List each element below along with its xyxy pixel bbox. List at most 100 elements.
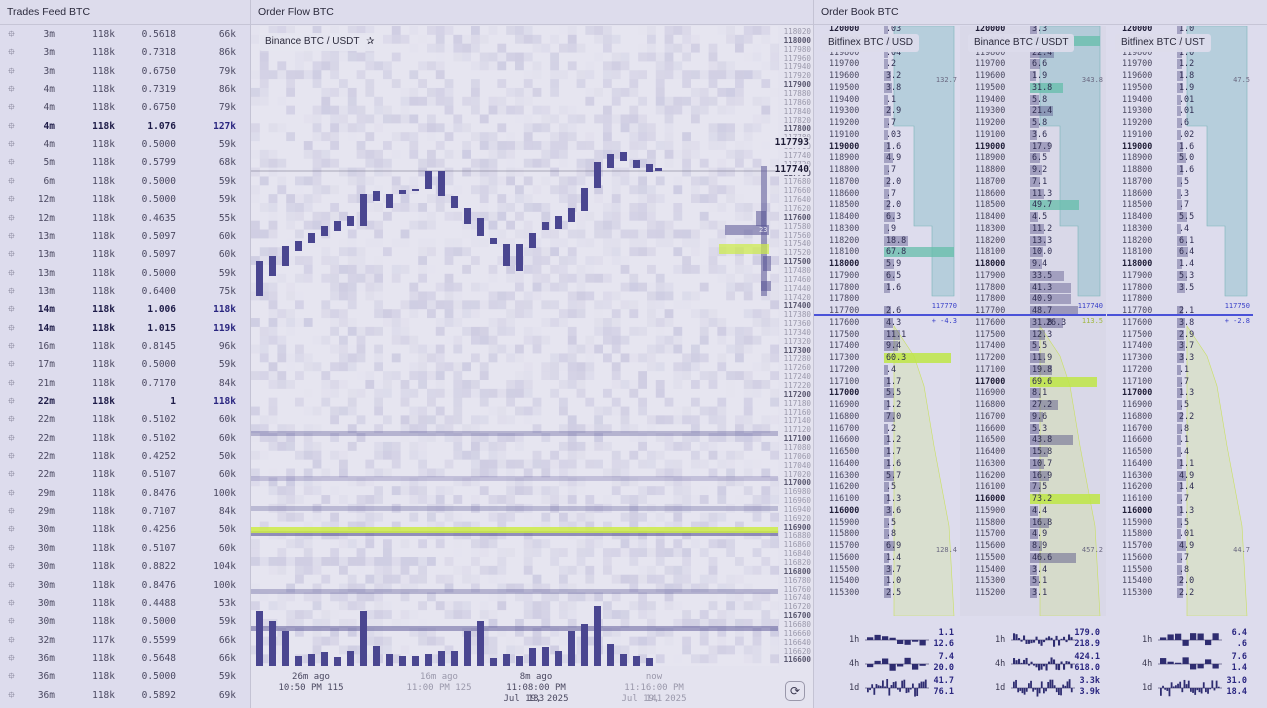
order-book-row[interactable]: 117800: [814, 293, 960, 305]
order-book-row[interactable]: 117600 3.8: [1107, 317, 1253, 329]
order-book-row[interactable]: 117300 3.3: [1107, 352, 1253, 364]
order-book-row[interactable]: 118900 5.0: [1107, 152, 1253, 164]
order-book-row[interactable]: 118600.7: [814, 188, 960, 200]
order-book-row[interactable]: 118300.4: [1107, 223, 1253, 235]
order-book-row[interactable]: 118200 6.1: [1107, 235, 1253, 247]
trade-row[interactable]: ⯐ 13m 118k 0.5097 60k: [0, 228, 250, 246]
order-book-row[interactable]: 119400.1: [814, 94, 960, 106]
order-book-row[interactable]: 115700 4.9: [960, 528, 1106, 540]
order-book-row[interactable]: 116000 1.3: [1107, 505, 1253, 517]
trade-row[interactable]: ⯐ 3m 118k 0.6750 79k: [0, 63, 250, 81]
order-book-row[interactable]: 118100 10.0: [960, 246, 1106, 258]
order-book-row[interactable]: 116700.8: [1107, 423, 1253, 435]
order-book-row[interactable]: 120000 1.0: [1107, 26, 1253, 35]
order-book-row[interactable]: 119200 5.8: [960, 117, 1106, 129]
order-book-row[interactable]: 119300.01: [1107, 105, 1253, 117]
order-book-row[interactable]: 117800: [1107, 293, 1253, 305]
order-book-row[interactable]: 118300 11.2: [960, 223, 1106, 235]
order-book-row[interactable]: 117600 31.8: [960, 317, 1106, 329]
trade-row[interactable]: ⯐ 30m 118k 0.5107 60k: [0, 540, 250, 558]
order-book-row[interactable]: 119700 1.2: [1107, 58, 1253, 70]
order-book-row[interactable]: 116400 15.8: [960, 446, 1106, 458]
order-book-row[interactable]: 116400 1.6: [814, 458, 960, 470]
trade-row[interactable]: ⯐ 4m 118k 1.076 127k: [0, 118, 250, 136]
order-book-row[interactable]: 120000.03: [814, 26, 960, 35]
order-book-row[interactable]: 117800 41.3: [960, 282, 1106, 294]
trade-row[interactable]: ⯐ 3m 118k 0.7318 86k: [0, 44, 250, 62]
order-book-row[interactable]: 117000 1.3: [1107, 387, 1253, 399]
order-book-row[interactable]: 118300.9: [814, 223, 960, 235]
trade-row[interactable]: ⯐ 30m 118k 0.8822 104k: [0, 558, 250, 576]
order-book-row[interactable]: 118400 6.3: [814, 211, 960, 223]
refresh-icon[interactable]: ⟳: [785, 681, 805, 701]
order-book-row[interactable]: 115600 1.4: [814, 552, 960, 564]
order-book-row[interactable]: 118200 13.3: [960, 235, 1106, 247]
order-book-row[interactable]: 118000 1.4: [1107, 258, 1253, 270]
order-book-row[interactable]: 117900 5.3: [1107, 270, 1253, 282]
trade-row[interactable]: ⯐ 22m 118k 0.5102 60k: [0, 411, 250, 429]
order-book-row[interactable]: 116600.1: [1107, 434, 1253, 446]
order-book-row[interactable]: 116300 4.9: [1107, 470, 1253, 482]
order-book-row[interactable]: 117200 11.9: [960, 352, 1106, 364]
order-book-row[interactable]: 115500.8: [1107, 564, 1253, 576]
order-book-row[interactable]: 119700.2: [814, 58, 960, 70]
trade-row[interactable]: ⯐ 22m 118k 0.5107 60k: [0, 466, 250, 484]
order-book-row[interactable]: 116500 43.8: [960, 434, 1106, 446]
order-book-row[interactable]: 116800 7.0: [814, 411, 960, 423]
order-book-row[interactable]: 117000 5.5: [814, 387, 960, 399]
trade-row[interactable]: ⯐ 30m 118k 0.4256 50k: [0, 521, 250, 539]
order-book-row[interactable]: 117100 19.8: [960, 364, 1106, 376]
order-book-row[interactable]: 118500 49.7: [960, 199, 1106, 211]
order-book-row[interactable]: 116500.4: [1107, 446, 1253, 458]
order-book-row[interactable]: 118000 5.9: [814, 258, 960, 270]
order-book-row[interactable]: 117900 33.5: [960, 270, 1106, 282]
order-book-row[interactable]: 118800.7: [814, 164, 960, 176]
order-book-row[interactable]: 117800 1.6: [814, 282, 960, 294]
order-book-row[interactable]: 120000 3.3: [960, 26, 1106, 35]
trade-row[interactable]: ⯐ 6m 118k 0.5000 59k: [0, 173, 250, 191]
order-book-row[interactable]: 116700 9.6: [960, 411, 1106, 423]
order-book-row[interactable]: 119500 31.8: [960, 82, 1106, 94]
order-book-row[interactable]: 119600 3.2: [814, 70, 960, 82]
order-book-row[interactable]: 117800 3.5: [1107, 282, 1253, 294]
order-book-row[interactable]: 118800 1.6: [1107, 164, 1253, 176]
order-book-row[interactable]: 116300 10.7: [960, 458, 1106, 470]
order-book-row[interactable]: 116900.5: [1107, 399, 1253, 411]
order-book-row[interactable]: 116200 1.4: [1107, 481, 1253, 493]
trade-row[interactable]: ⯐ 30m 118k 0.8476 100k: [0, 577, 250, 595]
order-book-row[interactable]: 118700 2.0: [814, 176, 960, 188]
order-book-row[interactable]: 116800 2.2: [1107, 411, 1253, 423]
order-book-row[interactable]: 115200 3.1: [960, 587, 1106, 599]
trade-row[interactable]: ⯐ 12m 118k 0.5000 59k: [0, 191, 250, 209]
order-book-row[interactable]: 118500.7: [1107, 199, 1253, 211]
trade-row[interactable]: ⯐ 30m 118k 0.4488 53k: [0, 595, 250, 613]
trade-row[interactable]: ⯐ 4m 118k 0.5000 59k: [0, 136, 250, 154]
trade-row[interactable]: ⯐ 22m 118k 1 118k: [0, 393, 250, 411]
trade-row[interactable]: ⯐ 36m 118k 0.5648 66k: [0, 650, 250, 668]
trade-row[interactable]: ⯐ 29m 118k 0.8476 100k: [0, 485, 250, 503]
order-book-row[interactable]: 118200 18.8: [814, 235, 960, 247]
order-book-row[interactable]: 117200.4: [814, 364, 960, 376]
order-book-row[interactable]: 119400.01: [1107, 94, 1253, 106]
order-book-row[interactable]: 119100.03: [814, 129, 960, 141]
order-book-row[interactable]: 115800.01: [1107, 528, 1253, 540]
order-book-row[interactable]: 116000 73.2: [960, 493, 1106, 505]
pin-icon[interactable]: ✰: [366, 36, 375, 47]
order-book-row[interactable]: 116800 27.2: [960, 399, 1106, 411]
order-book-row[interactable]: 115400 3.4: [960, 564, 1106, 576]
order-book-row[interactable]: 117900 6.5: [814, 270, 960, 282]
order-book-row[interactable]: 117100.7: [1107, 376, 1253, 388]
trade-row[interactable]: ⯐ 21m 118k 0.7170 84k: [0, 375, 250, 393]
trade-row[interactable]: ⯐ 4m 118k 0.6750 79k: [0, 99, 250, 117]
order-book-row[interactable]: 117600 4.3: [814, 317, 960, 329]
order-book-row[interactable]: 116500 1.7: [814, 446, 960, 458]
trade-row[interactable]: ⯐ 22m 118k 0.5102 60k: [0, 430, 250, 448]
trade-row[interactable]: ⯐ 32m 117k 0.5599 66k: [0, 632, 250, 650]
trade-row[interactable]: ⯐ 13m 118k 0.5097 60k: [0, 246, 250, 264]
order-book-row[interactable]: 115700 6.9: [814, 540, 960, 552]
order-book-row[interactable]: 117400 9.4: [814, 340, 960, 352]
order-book-row[interactable]: 118100 67.8: [814, 246, 960, 258]
order-book-row[interactable]: 116400 1.1: [1107, 458, 1253, 470]
order-book-row[interactable]: 117500 11.1: [814, 329, 960, 341]
order-book-row[interactable]: 115300 2.5: [814, 587, 960, 599]
